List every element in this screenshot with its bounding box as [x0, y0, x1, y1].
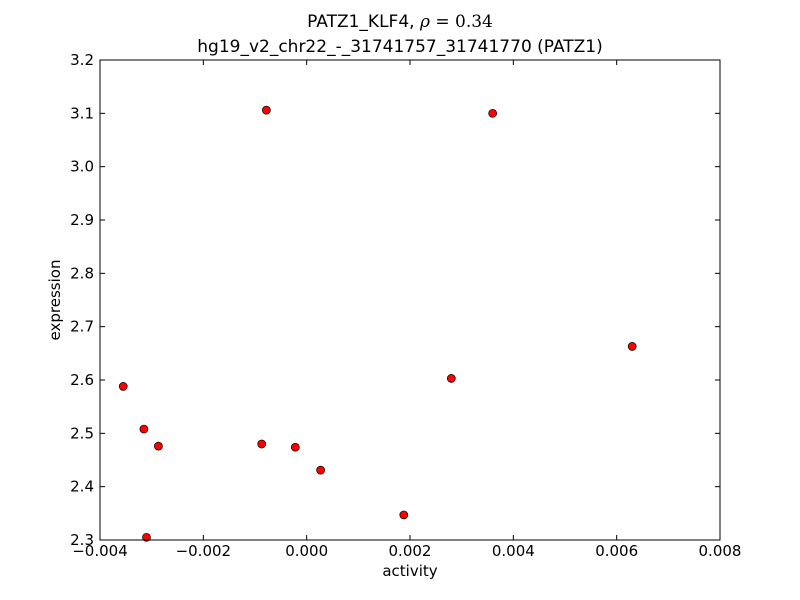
x-tick-label: 0.000: [285, 542, 328, 560]
data-point: [290, 442, 300, 452]
rho-value: 0.34: [455, 12, 493, 32]
x-tick-label: 0.006: [595, 542, 638, 560]
chart-subtitle: hg19_v2_chr22_-_31741757_31741770 (PATZ1…: [197, 37, 603, 57]
data-point: [488, 108, 498, 118]
data-point: [399, 510, 409, 520]
plot-frame: [99, 59, 721, 541]
data-point: [118, 382, 128, 391]
data-point: [142, 532, 151, 542]
y-tick-label: 3.2: [70, 51, 94, 69]
points-layer: [118, 105, 637, 542]
chart-title: PATZ1_KLF4, ρ = 0.34: [0, 12, 800, 32]
y-tick-label: 2.6: [70, 371, 94, 389]
data-point: [154, 441, 163, 451]
y-tick-label: 3.1: [70, 104, 94, 122]
y-tick-label: 2.5: [70, 424, 94, 442]
y-tick-label: 3.0: [70, 158, 94, 176]
chart-title-prefix: PATZ1_KLF4,: [307, 12, 420, 32]
x-tick-label: 0.002: [389, 542, 432, 560]
y-tick-label: 2.7: [70, 318, 94, 336]
y-tick-label: 2.9: [70, 211, 94, 229]
data-point: [316, 465, 325, 475]
x-axis-label: activity: [382, 562, 437, 580]
rho-symbol: ρ: [419, 12, 430, 32]
data-point: [257, 439, 267, 449]
y-tick-label: 2.3: [70, 531, 94, 549]
x-tick-label: 0.004: [492, 542, 535, 560]
data-point: [627, 342, 637, 351]
data-point: [139, 424, 149, 434]
rho-equals: =: [429, 12, 456, 32]
y-axis-label: expression: [46, 260, 64, 341]
x-tick-label: −0.002: [176, 542, 232, 560]
y-tick-label: 2.4: [70, 478, 94, 496]
data-point: [446, 374, 456, 383]
data-point: [262, 105, 271, 115]
y-tick-label: 2.8: [70, 264, 94, 282]
ticks-layer: −0.004 −0.002 0.000 0.002 0.004 0.006 0.008 2.3…: [70, 51, 741, 560]
x-tick-label: 0.008: [699, 542, 742, 560]
x-tick-label: −0.004: [72, 542, 128, 560]
